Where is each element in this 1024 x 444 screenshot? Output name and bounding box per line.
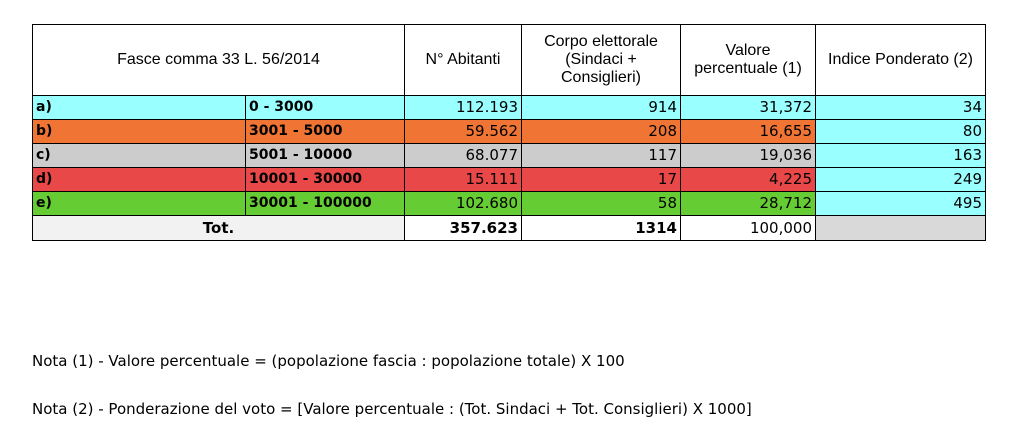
row-corpo: 117 bbox=[521, 143, 681, 168]
row-abitanti: 68.077 bbox=[404, 143, 522, 168]
row-indice: 163 bbox=[815, 143, 986, 168]
row-abitanti: 102.680 bbox=[404, 191, 522, 216]
row-code: a) bbox=[32, 95, 246, 120]
row-valore: 16,655 bbox=[680, 119, 816, 144]
row-corpo: 17 bbox=[521, 167, 681, 192]
table-row: d) 10001 - 30000 15.111 17 4,225 249 bbox=[32, 167, 986, 192]
data-table: Fasce comma 33 L. 56/2014 N° Abitanti Co… bbox=[32, 24, 986, 241]
note-1: Nota (1) - Valore percentuale = (popolaz… bbox=[32, 352, 625, 370]
row-valore: 28,712 bbox=[680, 191, 816, 216]
row-indice: 249 bbox=[815, 167, 986, 192]
row-code: c) bbox=[32, 143, 246, 168]
row-indice: 34 bbox=[815, 95, 986, 120]
table-row: e) 30001 - 100000 102.680 58 28,712 495 bbox=[32, 191, 986, 216]
total-label: Tot. bbox=[32, 215, 405, 241]
row-abitanti: 112.193 bbox=[404, 95, 522, 120]
row-range: 10001 - 30000 bbox=[245, 167, 405, 192]
row-range: 0 - 3000 bbox=[245, 95, 405, 120]
row-range: 5001 - 10000 bbox=[245, 143, 405, 168]
row-code: b) bbox=[32, 119, 246, 144]
row-abitanti: 59.562 bbox=[404, 119, 522, 144]
row-corpo: 914 bbox=[521, 95, 681, 120]
header-corpo-elettorale: Corpo elettorale (Sindaci + Consiglieri) bbox=[521, 24, 681, 96]
row-code: d) bbox=[32, 167, 246, 192]
note-2: Nota (2) - Ponderazione del voto = [Valo… bbox=[32, 400, 752, 418]
row-code: e) bbox=[32, 191, 246, 216]
table-row: c) 5001 - 10000 68.077 117 19,036 163 bbox=[32, 143, 986, 168]
header-indice-ponderato: Indice Ponderato (2) bbox=[815, 24, 986, 96]
total-valore: 100,000 bbox=[680, 215, 816, 241]
row-valore: 4,225 bbox=[680, 167, 816, 192]
header-fasce: Fasce comma 33 L. 56/2014 bbox=[32, 24, 405, 96]
row-corpo: 58 bbox=[521, 191, 681, 216]
total-abitanti: 357.623 bbox=[404, 215, 522, 241]
header-row: Fasce comma 33 L. 56/2014 N° Abitanti Co… bbox=[32, 24, 986, 96]
row-indice: 495 bbox=[815, 191, 986, 216]
header-abitanti: N° Abitanti bbox=[404, 24, 522, 96]
row-corpo: 208 bbox=[521, 119, 681, 144]
table-row: a) 0 - 3000 112.193 914 31,372 34 bbox=[32, 95, 986, 120]
row-range: 30001 - 100000 bbox=[245, 191, 405, 216]
row-valore: 19,036 bbox=[680, 143, 816, 168]
row-abitanti: 15.111 bbox=[404, 167, 522, 192]
table-row: b) 3001 - 5000 59.562 208 16,655 80 bbox=[32, 119, 986, 144]
total-row: Tot. 357.623 1314 100,000 bbox=[32, 215, 986, 241]
row-valore: 31,372 bbox=[680, 95, 816, 120]
total-indice-empty bbox=[815, 215, 986, 241]
row-indice: 80 bbox=[815, 119, 986, 144]
total-corpo: 1314 bbox=[521, 215, 681, 241]
header-valore-percentuale: Valore percentuale (1) bbox=[680, 24, 816, 96]
row-range: 3001 - 5000 bbox=[245, 119, 405, 144]
